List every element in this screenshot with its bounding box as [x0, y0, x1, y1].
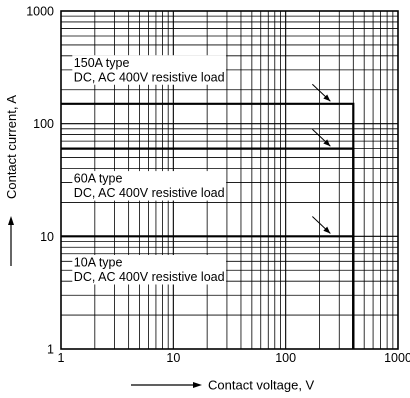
annotation-arrow-head-60a: [323, 139, 331, 147]
x-axis-title-group: Contact voltage, V: [131, 378, 315, 393]
annotation-bg-60a: [72, 171, 227, 201]
y-axis-arrow-head: [8, 216, 14, 225]
annotation-arrow-head-150a: [323, 94, 331, 102]
plot-frame: [60, 10, 399, 350]
annotation-bg-150a: [72, 55, 227, 85]
tick-labels: 1 10 100 1000 1 10 100 1000: [26, 5, 410, 366]
y-tick-label: 1: [47, 343, 54, 357]
annotation-arrow-head-10a: [323, 226, 331, 234]
y-tick-label: 10: [40, 230, 54, 244]
annotation-text-60a: 60A type: [74, 172, 123, 186]
y-tick-label: 1000: [26, 5, 54, 19]
annotation-text-10a: DC, AC 400V resistive load: [74, 270, 225, 284]
x-axis-title: Contact voltage, V: [208, 378, 315, 393]
x-tick-label: 1: [58, 351, 65, 365]
y-axis-title: Contact current, A: [4, 95, 19, 199]
annotation-text-60a: DC, AC 400V resistive load: [74, 186, 225, 200]
x-tick-label: 1000: [384, 351, 410, 365]
series-lines: [61, 102, 355, 349]
annotation-text-150a: DC, AC 400V resistive load: [74, 70, 225, 84]
x-tick-label: 100: [275, 351, 296, 365]
series-line-10a: [61, 235, 355, 349]
annotation-bg-10a: [72, 254, 227, 285]
annotation-text-150a: 150A type: [74, 56, 130, 70]
annotation-text-10a: 10A type: [74, 255, 123, 269]
y-tick-label: 100: [33, 117, 54, 131]
y-axis-title-group: Contact current, A: [4, 95, 19, 266]
x-tick-label: 10: [166, 351, 180, 365]
x-axis-arrow-head: [193, 382, 202, 388]
